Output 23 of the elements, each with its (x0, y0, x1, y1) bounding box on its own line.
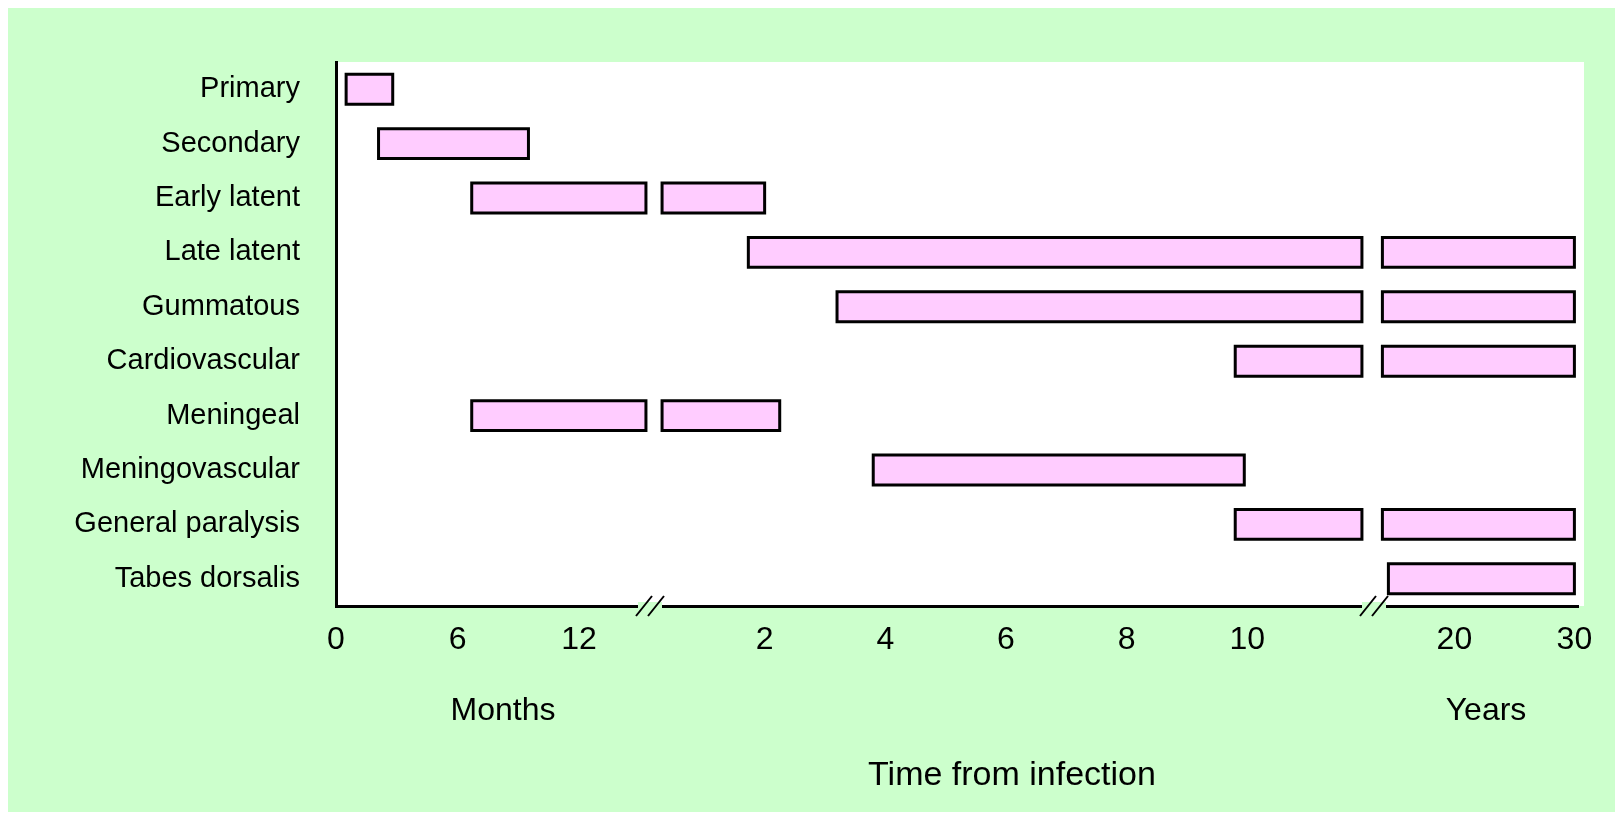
x-tick-label: 4 (876, 620, 895, 657)
x-tick-label: 6 (448, 620, 467, 657)
x-axis-title: Time from infection (868, 753, 1156, 792)
text: Years (1445, 690, 1527, 727)
text: Months (450, 690, 556, 727)
x-tick-label: 0 (327, 620, 345, 657)
y-tick-label: Tabes dorsalis (114, 560, 300, 593)
y-tick-label: Meningovascular (80, 452, 301, 484)
x-tick-label: 20 (1436, 620, 1473, 657)
x-tick-label: 12 (561, 620, 597, 657)
y-tick-label: Meningeal (166, 397, 300, 430)
y-tick-label: Cardiovascular (106, 343, 301, 376)
y-tick-label: Early latent (154, 180, 300, 212)
x-tick-label: 2 (755, 620, 774, 657)
y-tick-label: General paralysis (74, 506, 300, 539)
y-tick-label: Late latent (164, 234, 300, 267)
x-tick-label: 8 (1117, 620, 1136, 657)
y-tick-label: Secondary (161, 125, 301, 158)
y-tick-label: Primary (200, 71, 301, 104)
y-tick-label: Gummatous (142, 288, 300, 321)
x-tick-label: 30 (1556, 620, 1593, 657)
x-tick-label: 10 (1229, 620, 1266, 657)
x-tick-label: 6 (997, 620, 1015, 657)
